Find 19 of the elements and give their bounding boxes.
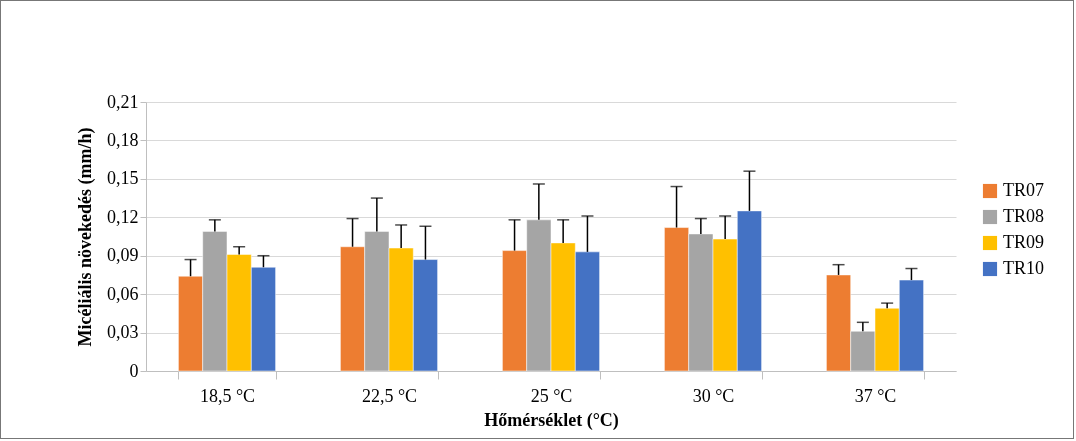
y-tick-label: 0,18 (107, 129, 139, 150)
y-axis-title: Micéliális növekedés (mm/h) (75, 127, 96, 347)
y-tick-label: 0,03 (107, 322, 139, 343)
legend-label: TR08 (1003, 206, 1045, 226)
x-tick-label: 22,5 °C (361, 385, 418, 406)
x-tick-label: 37 °C (854, 385, 897, 406)
y-tick-label: 0,15 (107, 168, 139, 189)
legend-label: TR10 (1003, 258, 1045, 278)
legend-label: TR07 (1003, 180, 1045, 200)
x-axis-title: Hőmérséklet (°C) (484, 409, 619, 431)
x-tick-label: 30 °C (692, 385, 735, 406)
y-tick-label: 0,06 (107, 283, 139, 304)
y-tick-label: 0,12 (107, 206, 139, 227)
x-tick-label: 18,5 °C (199, 385, 256, 406)
y-tick-label: 0 (129, 360, 139, 381)
legend-label: TR09 (1003, 232, 1045, 252)
y-tick-label: 0,21 (107, 91, 139, 112)
y-tick-label: 0,09 (107, 245, 139, 266)
x-tick-label: 25 °C (530, 385, 573, 406)
